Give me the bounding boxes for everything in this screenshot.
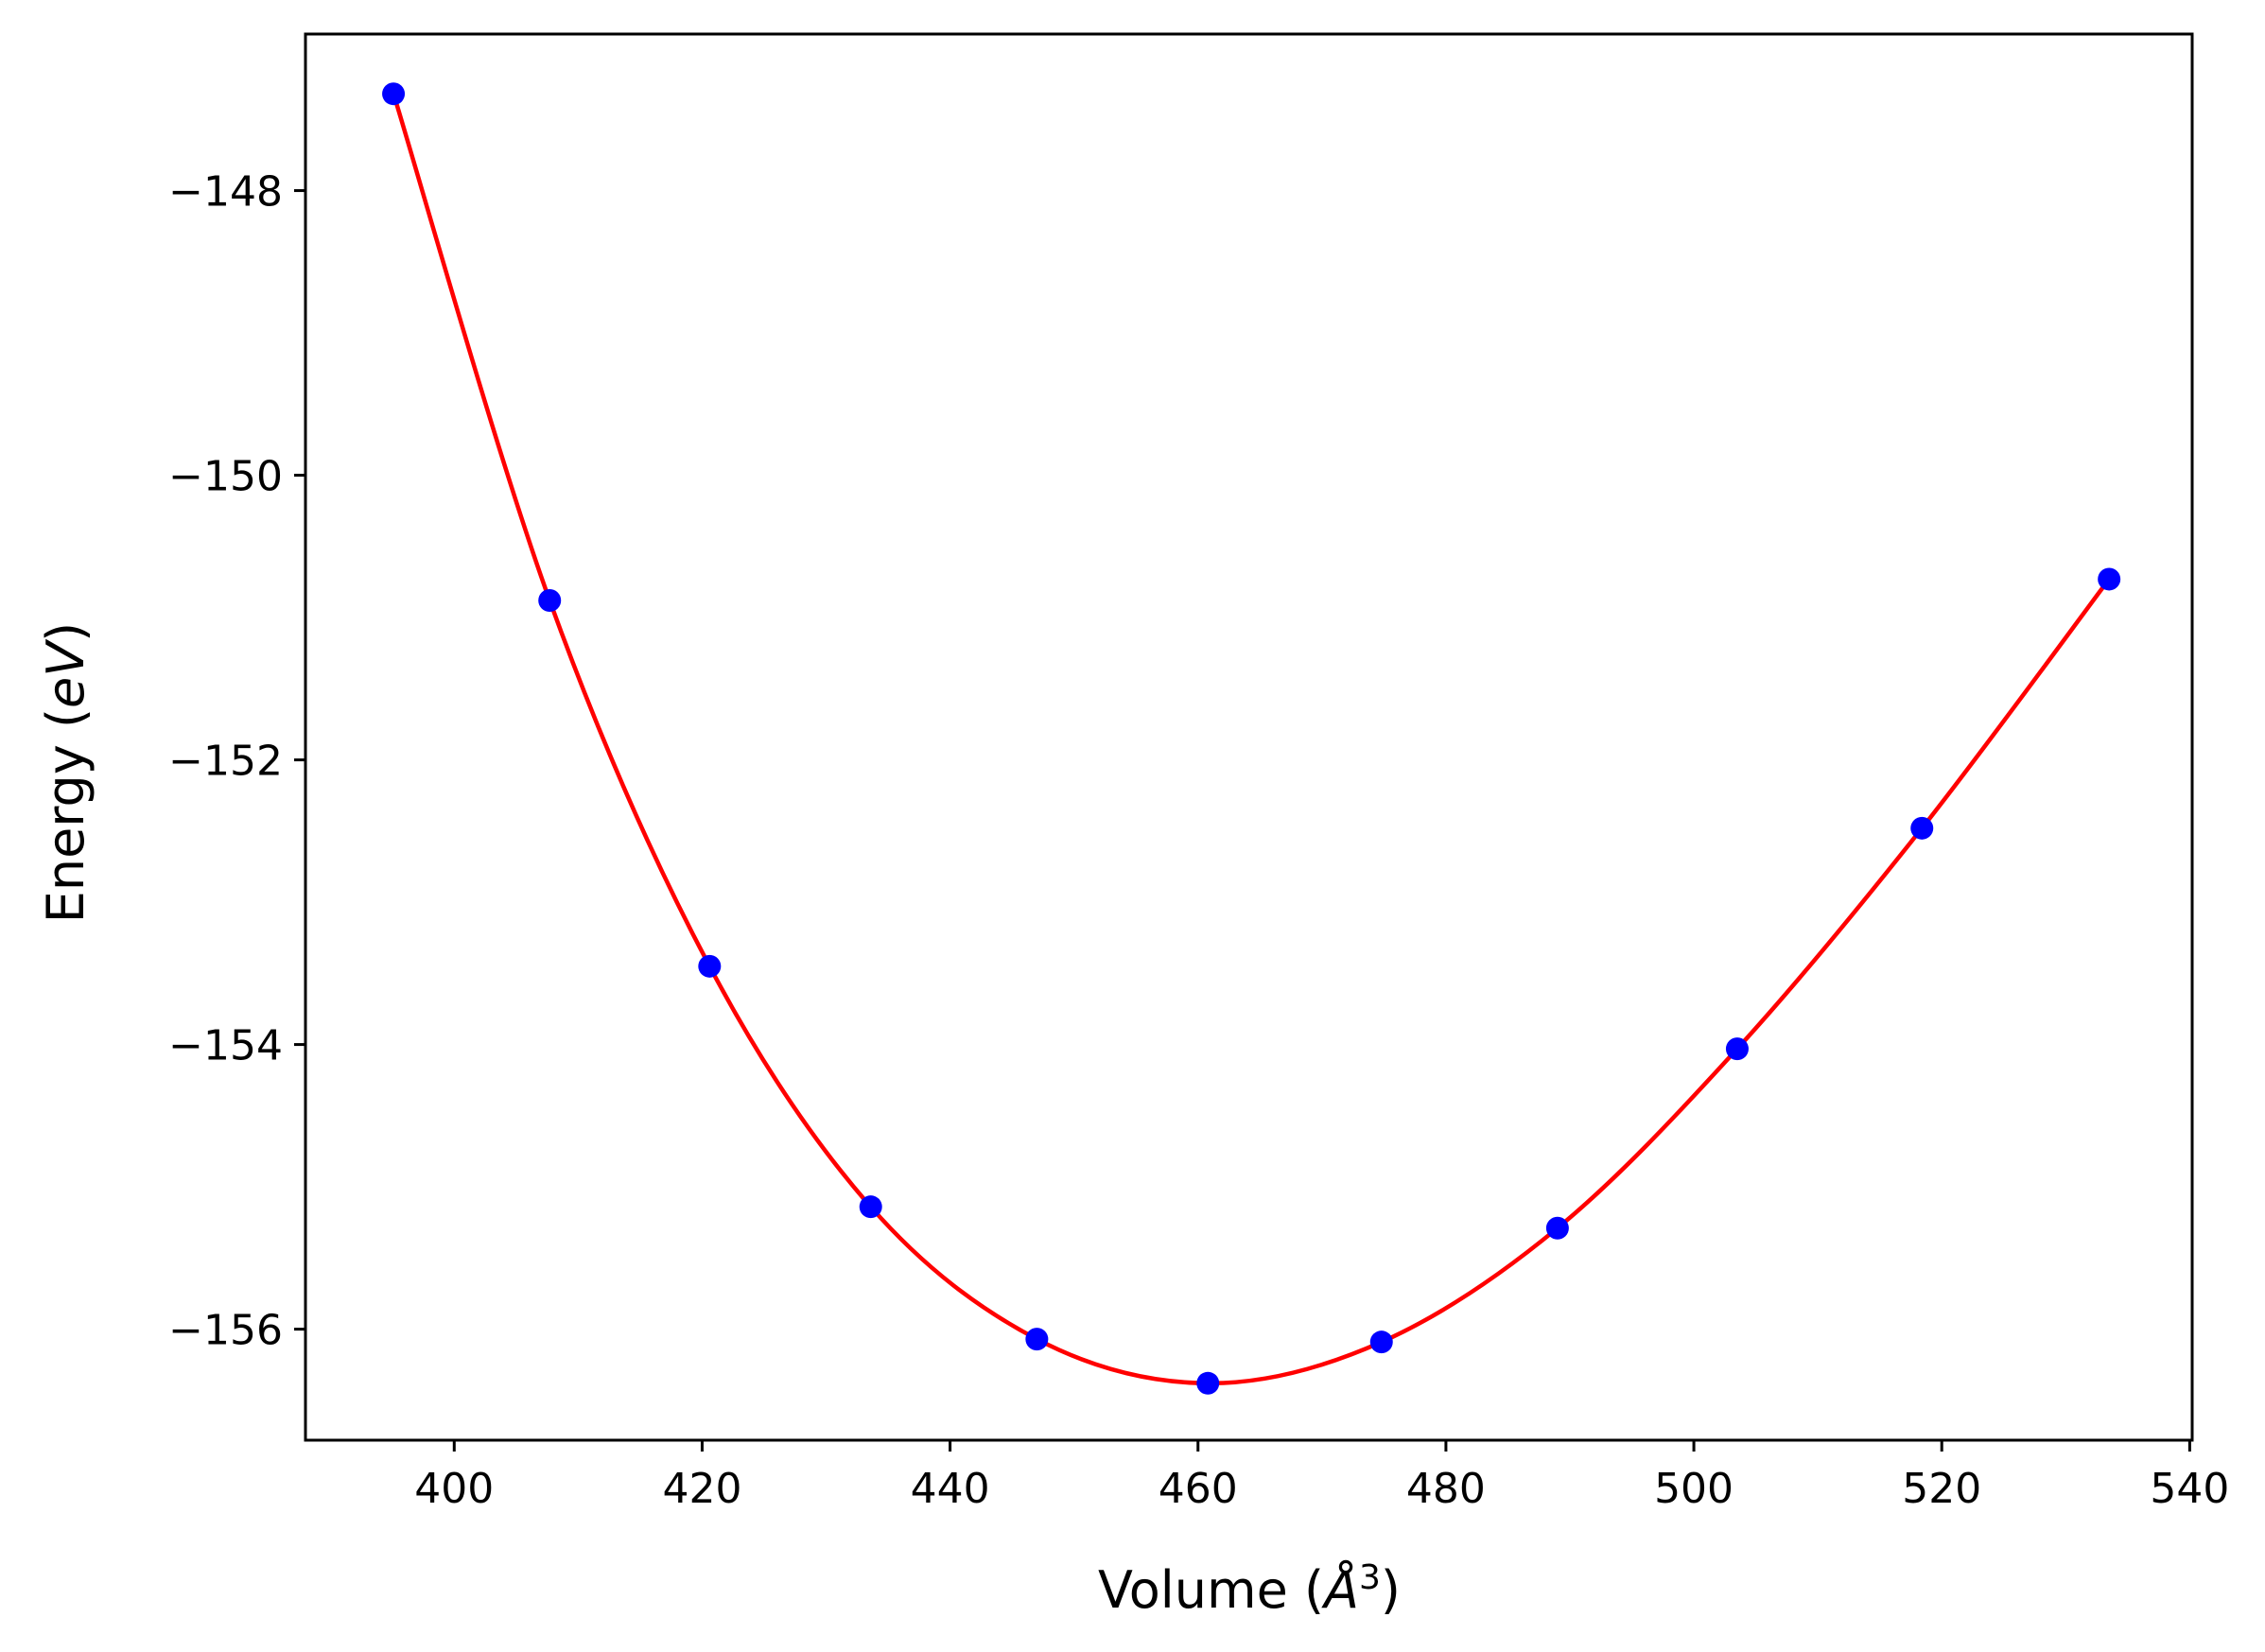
x-tick-label: 420 (662, 1465, 741, 1513)
data-point (382, 82, 406, 106)
y-tick-label: −152 (168, 738, 283, 786)
x-tick-label: 440 (911, 1465, 990, 1513)
data-point (1196, 1371, 1220, 1395)
x-tick-label: 540 (2150, 1465, 2229, 1513)
data-point (859, 1195, 882, 1219)
data-point (538, 589, 562, 613)
x-tick-label: 520 (1902, 1465, 1981, 1513)
x-tick-label: 400 (414, 1465, 494, 1513)
x-axis-ticks: 400 420 440 460 480 500 520 540 (414, 1440, 2229, 1513)
data-point (698, 954, 722, 978)
y-axis-ticks: −148 −150 −152 −154 −156 (168, 168, 305, 1355)
data-point (1910, 816, 1934, 840)
x-tick-label: 500 (1654, 1465, 1734, 1513)
axes-frame (304, 32, 2194, 1442)
x-tick-label: 460 (1159, 1465, 1238, 1513)
x-axis-label: Volume (Å3) (1098, 1558, 1401, 1620)
data-point (1725, 1037, 1749, 1061)
data-point (1545, 1216, 1569, 1240)
y-tick-label: −154 (168, 1022, 283, 1070)
y-tick-label: −156 (168, 1307, 283, 1355)
y-tick-label: −148 (168, 168, 283, 217)
plot-area (382, 82, 2121, 1395)
data-point (1025, 1328, 1049, 1351)
data-point (1369, 1330, 1393, 1354)
fit-curve-line (391, 93, 2111, 1386)
x-tick-label: 480 (1406, 1465, 1486, 1513)
y-axis-label: Energy (eV) (36, 622, 96, 924)
y-tick-label: −150 (168, 453, 283, 501)
data-point (2098, 567, 2121, 591)
